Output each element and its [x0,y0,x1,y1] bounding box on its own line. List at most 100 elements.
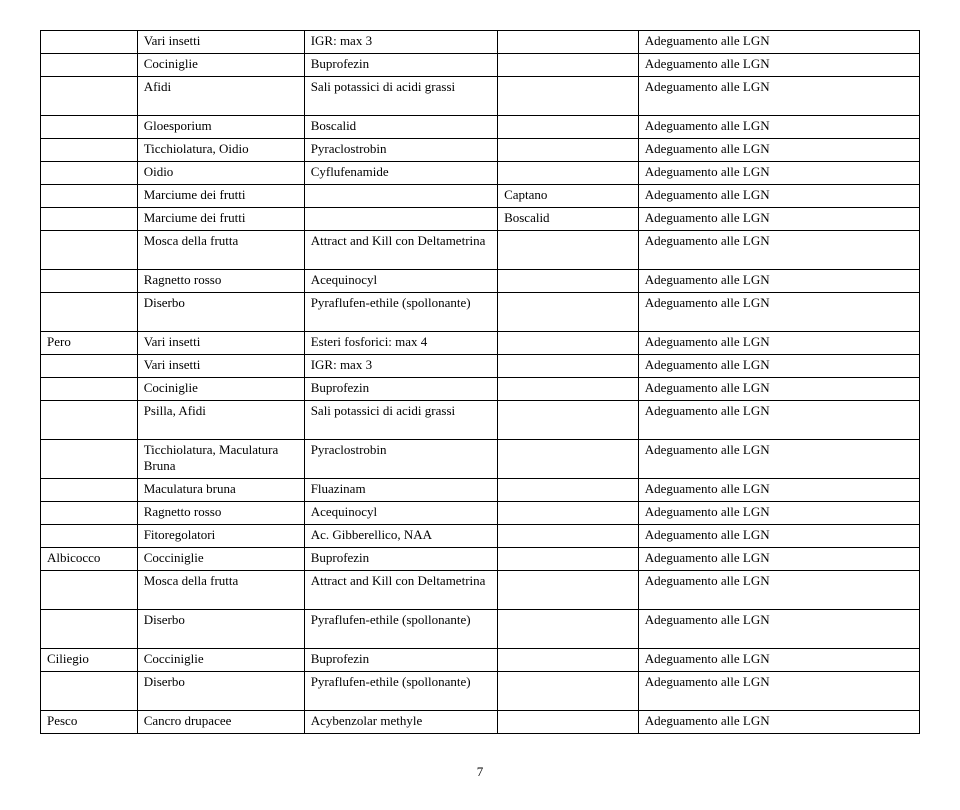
cell-c4 [498,649,639,672]
cell-c2: Diserbo [137,610,304,649]
cell-c3: Attract and Kill con Deltametrina [304,571,497,610]
cell-c2: Marciume dei frutti [137,185,304,208]
cell-c4 [498,378,639,401]
cell-c1 [41,355,138,378]
cell-c4 [498,139,639,162]
cell-c4 [498,332,639,355]
table-row: Mosca della fruttaAttract and Kill con D… [41,571,920,610]
table-row: Maculatura brunaFluazinamAdeguamento all… [41,479,920,502]
cell-c5: Adeguamento alle LGN [638,525,919,548]
cell-c2: Ragnetto rosso [137,502,304,525]
cell-c2: Cociniglie [137,54,304,77]
cell-c3: Pyraclostrobin [304,440,497,479]
cell-c2: Fitoregolatori [137,525,304,548]
table-row: Ragnetto rossoAcequinocylAdeguamento all… [41,502,920,525]
cell-c3: Attract and Kill con Deltametrina [304,231,497,270]
table-row: CiliegioCocciniglieBuprofezinAdeguamento… [41,649,920,672]
table-row: Psilla, AfidiSali potassici di acidi gra… [41,401,920,440]
phyto-table: Vari insettiIGR: max 3Adeguamento alle L… [40,30,920,734]
cell-c2: Cocciniglie [137,548,304,571]
cell-c5: Adeguamento alle LGN [638,185,919,208]
cell-c2: Oidio [137,162,304,185]
cell-c5: Adeguamento alle LGN [638,610,919,649]
cell-c4: Boscalid [498,208,639,231]
cell-c1: Albicocco [41,548,138,571]
cell-c2: Vari insetti [137,332,304,355]
cell-c4 [498,711,639,734]
table-row: OidioCyflufenamide Adeguamento alle LGN [41,162,920,185]
page-number: 7 [40,764,920,780]
cell-c5: Adeguamento alle LGN [638,440,919,479]
cell-c1 [41,440,138,479]
table-row: Marciume dei fruttiBoscalidAdeguamento a… [41,208,920,231]
cell-c3: Pyraflufen-ethile (spollonante) [304,610,497,649]
cell-c2: Gloesporium [137,116,304,139]
table-row: AlbicoccoCocciniglieBuprofezinAdeguament… [41,548,920,571]
cell-c1 [41,116,138,139]
cell-c1 [41,208,138,231]
cell-c4 [498,54,639,77]
cell-c4 [498,525,639,548]
cell-c4 [498,355,639,378]
cell-c2: Vari insetti [137,355,304,378]
cell-c1: Ciliegio [41,649,138,672]
table-row: Ticchiolatura, Maculatura BrunaPyraclost… [41,440,920,479]
table-row: Mosca della fruttaAttract and Kill con D… [41,231,920,270]
cell-c4 [498,548,639,571]
cell-c3 [304,208,497,231]
cell-c3: Boscalid [304,116,497,139]
cell-c3: Pyraflufen-ethile (spollonante) [304,293,497,332]
cell-c4 [498,440,639,479]
cell-c3: Sali potassici di acidi grassi [304,401,497,440]
cell-c1 [41,270,138,293]
cell-c1 [41,378,138,401]
table-row: GloesporiumBoscalidAdeguamento alle LGN [41,116,920,139]
table-row: PescoCancro drupaceeAcybenzolar methyleA… [41,711,920,734]
cell-c5: Adeguamento alle LGN [638,548,919,571]
cell-c4 [498,610,639,649]
cell-c5: Adeguamento alle LGN [638,162,919,185]
cell-c2: Ragnetto rosso [137,270,304,293]
cell-c1 [41,525,138,548]
cell-c5: Adeguamento alle LGN [638,401,919,440]
cell-c4 [498,116,639,139]
cell-c1 [41,293,138,332]
cell-c1 [41,401,138,440]
cell-c4 [498,231,639,270]
table-row: DiserboPyraflufen-ethile (spollonante)Ad… [41,293,920,332]
cell-c5: Adeguamento alle LGN [638,502,919,525]
cell-c5: Adeguamento alle LGN [638,208,919,231]
table-row: CociniglieBuprofezinAdeguamento alle LGN [41,54,920,77]
cell-c3: IGR: max 3 [304,355,497,378]
cell-c5: Adeguamento alle LGN [638,711,919,734]
cell-c3: Acequinocyl [304,270,497,293]
cell-c2: Afidi [137,77,304,116]
cell-c5: Adeguamento alle LGN [638,649,919,672]
cell-c5: Adeguamento alle LGN [638,672,919,711]
cell-c3: Pyraclostrobin [304,139,497,162]
table-row: FitoregolatoriAc. Gibberellico, NAA Adegu… [41,525,920,548]
cell-c2: Diserbo [137,293,304,332]
cell-c3: Pyraflufen-ethile (spollonante) [304,672,497,711]
cell-c3: IGR: max 3 [304,31,497,54]
cell-c3: Cyflufenamide [304,162,497,185]
cell-c4 [498,162,639,185]
cell-c1 [41,31,138,54]
cell-c2: Ticchiolatura, Oidio [137,139,304,162]
cell-c3: Ac. Gibberellico, NAA [304,525,497,548]
cell-c4 [498,31,639,54]
cell-c1 [41,610,138,649]
cell-c5: Adeguamento alle LGN [638,332,919,355]
cell-c1 [41,231,138,270]
cell-c5: Adeguamento alle LGN [638,77,919,116]
cell-c2: Mosca della frutta [137,231,304,270]
table-row: CociniglieBuprofezinAdeguamento alle LGN [41,378,920,401]
cell-c3 [304,185,497,208]
cell-c4 [498,479,639,502]
cell-c5: Adeguamento alle LGN [638,231,919,270]
cell-c1 [41,162,138,185]
table-row: Ragnetto rossoAcequinocylAdeguamento all… [41,270,920,293]
cell-c2: Ticchiolatura, Maculatura Bruna [137,440,304,479]
phyto-table-body: Vari insettiIGR: max 3Adeguamento alle L… [41,31,920,734]
cell-c5: Adeguamento alle LGN [638,31,919,54]
